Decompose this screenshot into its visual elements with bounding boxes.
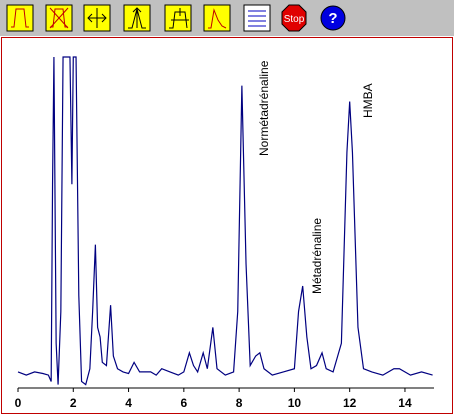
- peak-label: Métadrénaline: [310, 218, 324, 294]
- x-tick-label: 2: [70, 396, 77, 410]
- icon: [208, 8, 227, 29]
- chromatogram-line: [17, 56, 433, 386]
- x-tick-label: 10: [288, 396, 302, 410]
- peak-label: HMBA: [361, 83, 375, 118]
- stop-label: Stop: [284, 14, 305, 25]
- icon: [11, 8, 29, 28]
- x-tick-label: 4: [125, 396, 132, 410]
- toolbar-buttons: [6, 4, 346, 32]
- x-tick-label: 8: [236, 396, 243, 410]
- icon: [128, 7, 146, 29]
- icon: [169, 8, 189, 29]
- icon: [248, 10, 266, 27]
- x-tick-label: 12: [343, 396, 357, 410]
- x-tick-label: 6: [180, 396, 187, 410]
- help-label: ?: [328, 10, 337, 27]
- x-tick-label: 14: [398, 396, 412, 410]
- button[interactable]: [320, 5, 346, 31]
- x-tick-label: 0: [15, 396, 22, 410]
- icon: [87, 8, 107, 28]
- icon: [49, 7, 69, 29]
- chart-area: [1, 37, 453, 414]
- peak-label: Normétadrénaline: [257, 60, 271, 156]
- button[interactable]: [243, 4, 271, 32]
- button[interactable]: [281, 4, 307, 32]
